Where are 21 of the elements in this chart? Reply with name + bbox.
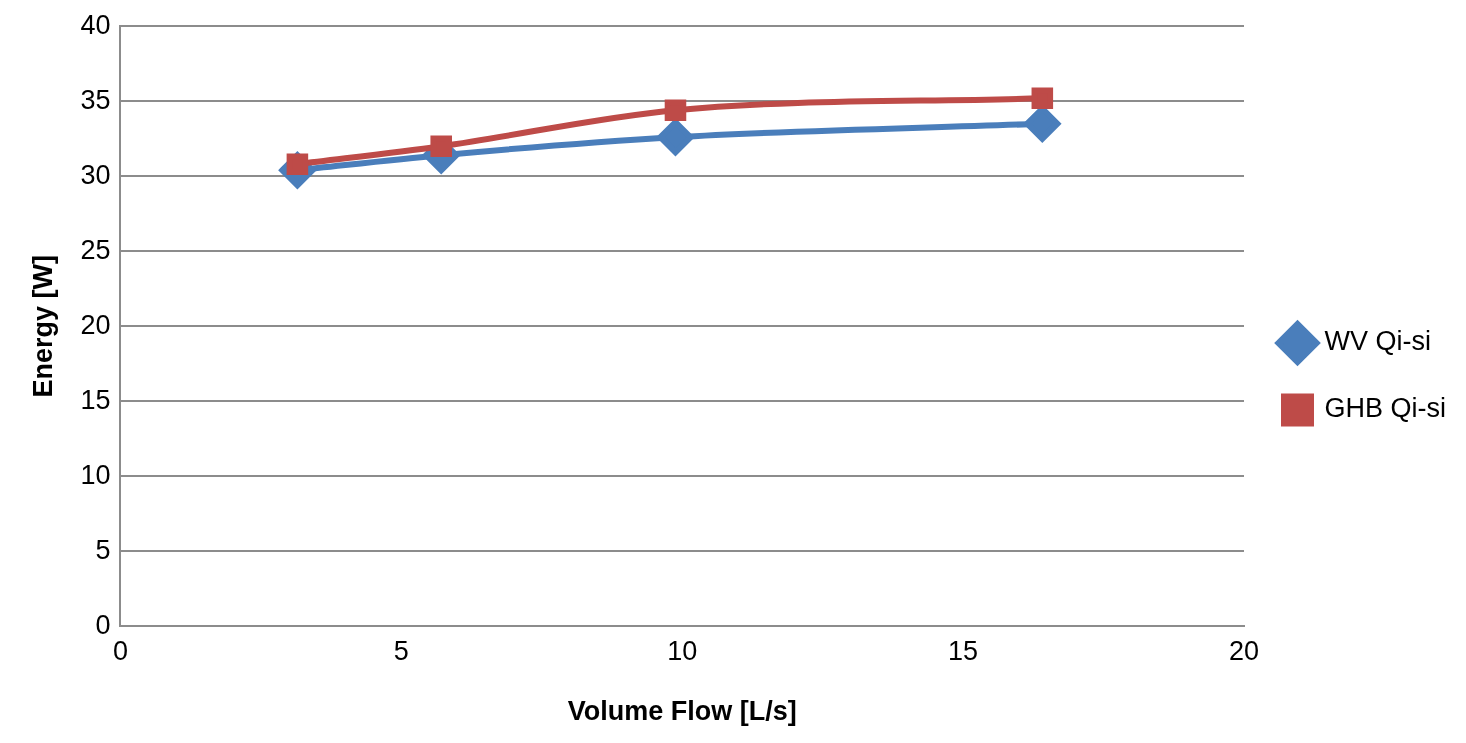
y-tick-label: 0 xyxy=(95,609,111,640)
y-tick-label: 40 xyxy=(80,9,111,40)
point xyxy=(657,119,694,156)
x-tick-label: 15 xyxy=(948,635,979,666)
legend-label: WV Qi-si xyxy=(1324,326,1431,357)
y-tick-label: 5 xyxy=(95,534,111,565)
y-axis-title: Energy [W] xyxy=(27,254,58,398)
y-tick-label: 30 xyxy=(80,159,111,190)
y-tick-label: 25 xyxy=(80,234,111,265)
legend-label: GHB Qi-si xyxy=(1324,393,1446,424)
x-axis-title: Volume Flow [L/s] xyxy=(567,696,797,727)
y-tick-label: 10 xyxy=(80,459,111,490)
y-tick-label: 20 xyxy=(80,309,111,340)
x-tick-label: 20 xyxy=(1228,635,1260,666)
y-tick-label: 15 xyxy=(80,384,111,415)
point xyxy=(430,135,452,157)
point xyxy=(1031,87,1054,109)
x-tick-label: 5 xyxy=(393,635,409,666)
x-tick-label: 10 xyxy=(667,635,698,666)
point xyxy=(664,99,687,121)
y-tick-label: 35 xyxy=(80,84,111,115)
